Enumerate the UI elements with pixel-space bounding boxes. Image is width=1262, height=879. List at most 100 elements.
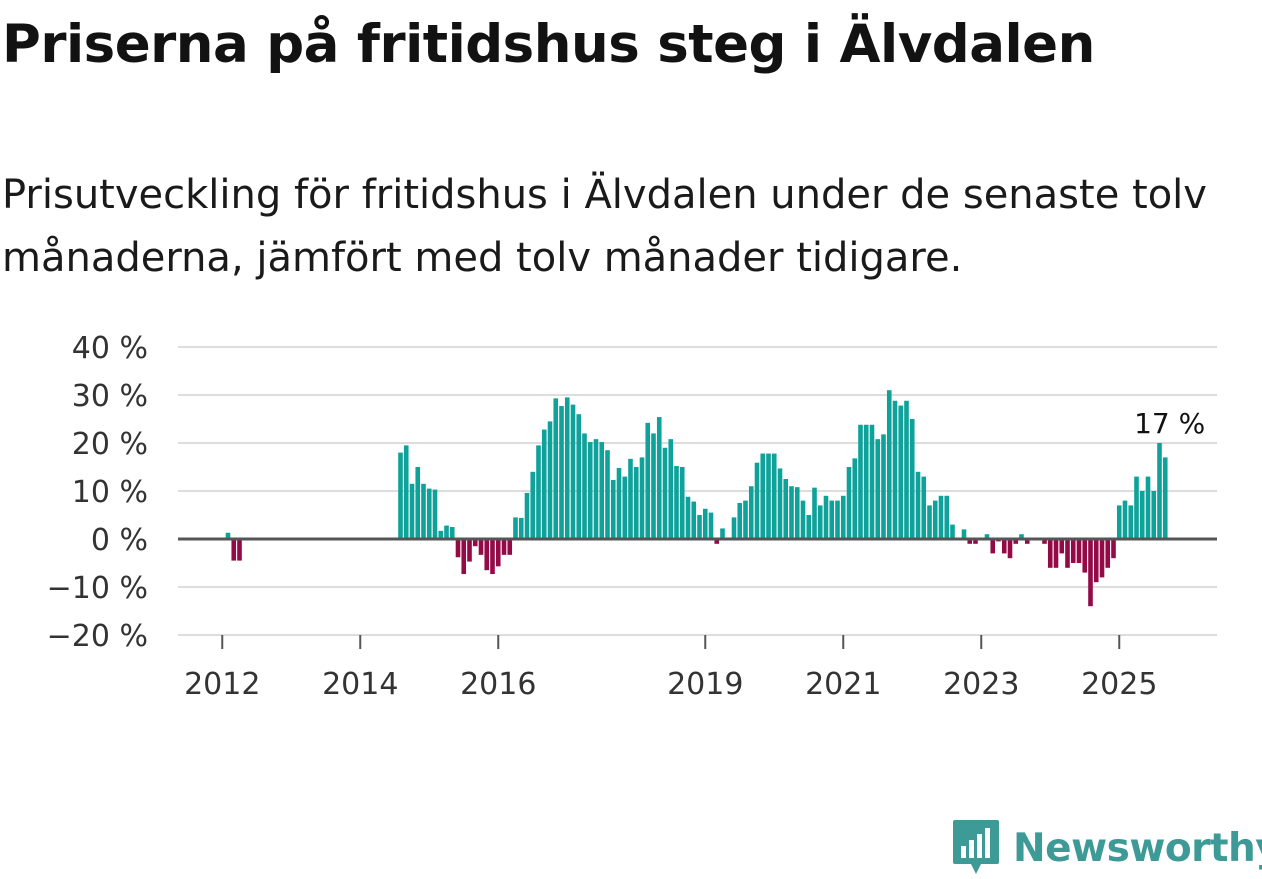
bar	[536, 445, 541, 539]
bar	[771, 453, 777, 539]
x-tick-label: 2019	[667, 667, 743, 702]
brand-name: Newsworthy	[1013, 825, 1262, 871]
bar	[231, 539, 237, 561]
bar	[984, 534, 990, 539]
bar	[472, 539, 478, 547]
bar	[898, 405, 904, 539]
last-value-label: 17 %	[1134, 407, 1205, 440]
bar	[651, 433, 656, 539]
bar	[530, 471, 536, 539]
bar	[518, 517, 524, 539]
y-tick-label: 10 %	[72, 475, 148, 510]
bar	[1116, 505, 1122, 539]
bar	[467, 539, 472, 562]
bar	[1111, 539, 1116, 559]
bar	[553, 398, 559, 539]
bar	[593, 439, 599, 539]
bar	[731, 517, 737, 539]
bar	[1059, 539, 1065, 554]
x-tick-label: 2023	[943, 667, 1019, 702]
bar	[1122, 500, 1128, 539]
bar	[495, 539, 501, 567]
x-tick-label: 2025	[1081, 667, 1157, 702]
bar	[415, 467, 421, 539]
bar	[547, 421, 553, 539]
x-tick-label: 2014	[322, 667, 398, 702]
bar	[1157, 443, 1162, 539]
bar	[886, 390, 892, 539]
bar	[409, 483, 415, 539]
brand-logo: Newsworthy	[951, 818, 1262, 878]
bar	[432, 489, 438, 539]
bar	[1093, 539, 1099, 583]
bar	[1151, 491, 1157, 539]
bar	[524, 492, 530, 539]
bar	[587, 442, 593, 539]
bar	[449, 527, 455, 539]
bar	[812, 487, 817, 539]
bar	[938, 495, 944, 539]
newsworthy-logo-icon	[953, 820, 999, 874]
bar	[927, 505, 932, 539]
bar	[1105, 539, 1111, 568]
bar	[237, 539, 242, 561]
bar	[1013, 539, 1019, 544]
bar	[645, 422, 651, 539]
bar	[559, 406, 564, 539]
bar	[1047, 539, 1053, 568]
chart-subtitle: Prisutveckling för fritidshus i Älvdalen…	[2, 172, 1207, 281]
bar	[835, 500, 840, 539]
bar	[789, 486, 794, 539]
y-tick-label: −10 %	[47, 571, 148, 606]
bar	[697, 515, 702, 539]
bar	[679, 467, 685, 539]
bar	[455, 539, 461, 558]
bar	[1099, 539, 1105, 578]
bar	[668, 439, 674, 539]
bar	[1145, 476, 1151, 539]
bar	[1076, 539, 1082, 563]
bar	[398, 452, 403, 539]
bar	[403, 445, 409, 539]
annotations: 17 %	[1134, 407, 1205, 440]
axes: 40 % 30 % 20 % 10 % 0 % −10 % −20 % 2012 2014 201…	[47, 331, 1217, 702]
bar	[800, 500, 806, 539]
bar	[714, 539, 720, 544]
bar	[846, 467, 852, 539]
bar	[852, 458, 858, 539]
bar	[507, 539, 513, 555]
bar	[1065, 539, 1070, 568]
bar	[490, 539, 495, 575]
bar	[944, 495, 950, 539]
gridlines	[178, 346, 1217, 636]
bar	[1088, 539, 1093, 607]
bar	[478, 539, 484, 555]
x-tick-label: 2021	[805, 667, 881, 702]
bar	[904, 400, 909, 539]
bar	[576, 414, 582, 539]
bar	[973, 539, 978, 544]
bar	[754, 462, 760, 539]
bar	[616, 467, 622, 539]
bar	[501, 539, 507, 555]
bar	[783, 479, 789, 539]
bar	[875, 439, 881, 539]
bar	[685, 496, 691, 539]
bar	[858, 424, 863, 539]
bar	[582, 433, 587, 539]
bar	[806, 515, 812, 539]
bar	[817, 505, 823, 539]
bar	[674, 466, 679, 539]
bar	[737, 503, 743, 539]
y-tick-label: 0 %	[91, 523, 148, 558]
bar	[794, 487, 800, 539]
bar	[702, 508, 708, 539]
bar	[513, 517, 518, 539]
bar	[1134, 476, 1139, 539]
bar	[1139, 491, 1145, 539]
y-tick-label: 40 %	[72, 331, 148, 366]
bar	[225, 532, 231, 539]
bar	[1070, 539, 1076, 563]
bar	[426, 488, 432, 539]
